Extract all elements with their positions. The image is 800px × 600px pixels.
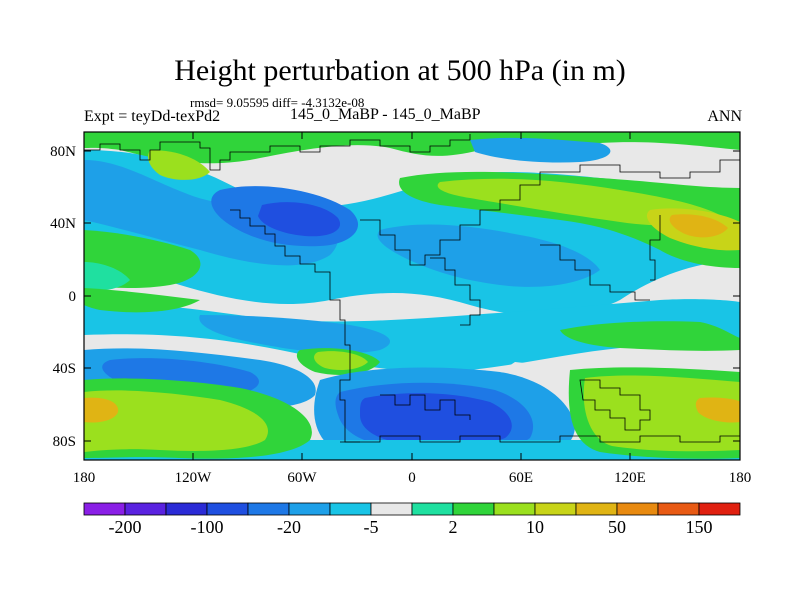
colorbar-box bbox=[370, 502, 413, 516]
axis-ticks bbox=[84, 132, 740, 460]
region-east-pacific-teal bbox=[84, 262, 130, 291]
stats-line: rmsd= 9.05595 diff= -4.3132e-08 bbox=[190, 95, 365, 110]
colorbar-label: 150 bbox=[686, 517, 713, 537]
region-south-pacific-green-strip bbox=[84, 288, 200, 313]
colorbar-box bbox=[329, 502, 372, 516]
region-arctic-yellow-green bbox=[148, 150, 210, 180]
region-pacific-gold bbox=[669, 214, 728, 238]
lon-label: 60E bbox=[509, 470, 533, 486]
colorbar-box bbox=[493, 502, 536, 516]
land-outlines bbox=[84, 134, 740, 443]
lon-label: 180 bbox=[729, 470, 752, 486]
colorbar-box bbox=[165, 502, 208, 516]
colorbar-box bbox=[534, 502, 577, 516]
colorbar-box bbox=[124, 502, 167, 516]
colorbar-label: -200 bbox=[109, 517, 142, 537]
lon-label: 120E bbox=[614, 470, 646, 486]
lat-label: 80N bbox=[50, 144, 76, 160]
lat-label: 0 bbox=[69, 289, 77, 305]
colorbar-box bbox=[288, 502, 331, 516]
outline-north-america-west bbox=[230, 209, 331, 280]
colorbar-label: 10 bbox=[526, 517, 544, 537]
region-southeast-gold bbox=[695, 397, 740, 423]
cases-label: 145_0_MaBP - 145_0_MaBP bbox=[290, 106, 481, 123]
colorbar-label: 2 bbox=[449, 517, 458, 537]
lon-label: 0 bbox=[408, 470, 416, 486]
outline-europe-africa bbox=[430, 257, 481, 326]
region-arctic-blue bbox=[470, 137, 611, 163]
colorbar-box bbox=[206, 502, 249, 516]
latitude-labels: 80N 40N 0 40S 80S bbox=[50, 144, 76, 450]
outline-arctic-coast bbox=[84, 134, 471, 171]
region-north-america-dark-blue bbox=[258, 202, 341, 237]
colorbar-box bbox=[698, 502, 741, 516]
contour-field bbox=[84, 132, 740, 460]
lat-label: 40S bbox=[53, 361, 76, 377]
colorbar-labels: -200 -100 -20 -5 2 10 50 150 bbox=[109, 517, 713, 537]
lon-label: 180 bbox=[73, 470, 96, 486]
outline-east-asia bbox=[649, 215, 661, 281]
outline-antarctica-interior bbox=[380, 394, 471, 420]
lon-label: 120W bbox=[175, 470, 213, 486]
colorbar-label: -20 bbox=[277, 517, 301, 537]
region-tropical-blue bbox=[199, 315, 390, 354]
outline-eurasia bbox=[360, 159, 740, 266]
region-arctic-green bbox=[84, 132, 740, 164]
lon-label: 60W bbox=[287, 470, 317, 486]
region-indian-ocean-green bbox=[560, 321, 740, 351]
region-southeast-yellow-green bbox=[583, 375, 740, 452]
colorbar-box bbox=[83, 502, 126, 516]
outline-americas-east bbox=[329, 280, 360, 443]
experiment-label: Expt = teyDd-texPd2 bbox=[84, 108, 221, 125]
map-title: Height perturbation at 500 hPa (in m) bbox=[174, 54, 626, 87]
outline-antarctica-coast bbox=[340, 435, 740, 443]
lat-label: 40N bbox=[50, 216, 76, 232]
region-southwest-gold bbox=[84, 397, 119, 423]
lat-label: 80S bbox=[53, 434, 76, 450]
colorbar-box bbox=[657, 502, 700, 516]
outline-australia bbox=[579, 379, 651, 431]
colorbar-box bbox=[575, 502, 618, 516]
region-neutral-gap bbox=[500, 362, 568, 382]
region-southwest-yellow-green bbox=[84, 390, 268, 452]
region-antarctic-dark-blue bbox=[360, 393, 512, 446]
season-label: ANN bbox=[707, 108, 742, 125]
region-south-america-yellow-green bbox=[314, 351, 368, 370]
colorbar-label: 50 bbox=[608, 517, 626, 537]
colorbar-box bbox=[616, 502, 659, 516]
colorbar-label: -5 bbox=[364, 517, 379, 537]
region-asia-blue bbox=[377, 224, 600, 287]
colorbar bbox=[83, 502, 741, 516]
longitude-labels: 180 120W 60W 0 60E 120E 180 bbox=[73, 470, 752, 486]
colorbar-box bbox=[247, 502, 290, 516]
colorbar-label: -100 bbox=[191, 517, 224, 537]
colorbar-box bbox=[411, 502, 454, 516]
colorbar-box bbox=[452, 502, 495, 516]
outline-south-asia bbox=[540, 244, 650, 301]
